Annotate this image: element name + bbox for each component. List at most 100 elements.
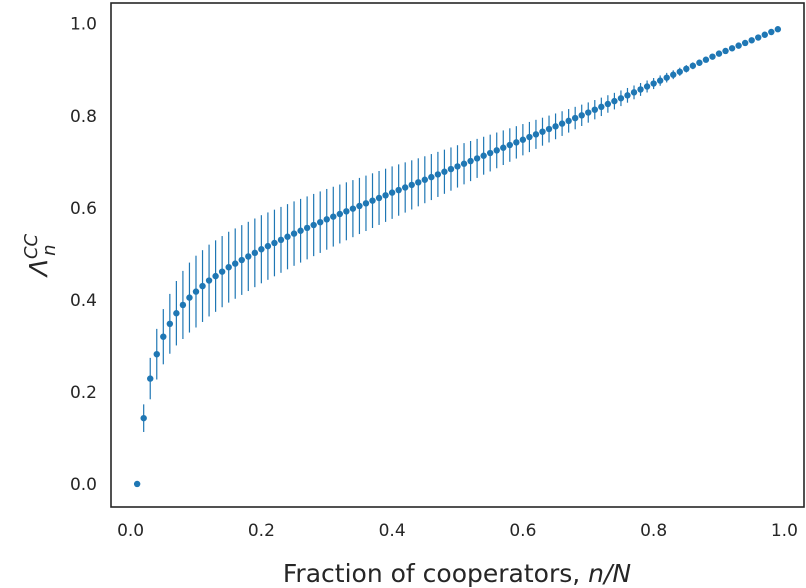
data-point [284,233,291,240]
y-tick-label: 0.4 [70,291,97,311]
data-point [663,74,670,81]
data-point [755,34,762,41]
data-point [369,197,376,204]
y-axis-label: ΛCCn [21,233,60,278]
data-point [506,141,514,149]
data-point [179,301,187,309]
data-point [624,92,631,99]
y-tick-label: 1.0 [70,15,97,35]
data-point [401,184,409,191]
data-point [297,227,304,234]
data-point [532,131,540,138]
data-point [480,152,487,159]
data-point [349,205,357,212]
x-axis-label: Fraction of cooperators, n/N [283,559,632,588]
data-point [133,480,141,488]
data-point [630,89,638,96]
data-point [519,136,527,143]
data-point [748,37,755,44]
data-point [689,62,697,69]
x-tick-label: 0.2 [248,521,275,541]
plot-area [110,2,805,508]
data-point [186,294,193,301]
data-point [218,268,226,275]
data-point [356,202,363,210]
data-point [251,249,259,257]
data-point [728,45,736,52]
data-point [447,165,455,173]
data-point [415,179,422,186]
data-point [290,230,298,237]
data-point [473,155,481,162]
data-point [232,260,239,267]
data-point [140,414,147,422]
data-point [408,181,415,189]
data-point [493,147,500,154]
data-point [571,114,579,122]
data-point [702,56,710,63]
data-point [722,47,729,55]
data-point [375,194,383,202]
x-tick-label: 0.6 [509,521,536,541]
data-point [277,236,285,244]
data-point [656,77,664,84]
data-point [715,50,723,57]
data-point [539,128,546,135]
data-point [382,192,389,199]
data-point [388,189,396,196]
data-point [310,221,317,229]
data-point [336,210,344,218]
data-point [245,253,252,260]
data-point [643,83,651,90]
data-point [271,239,278,247]
data-point [591,106,598,113]
data-point [545,125,553,133]
data-point [611,97,618,105]
data-point [441,168,448,175]
x-tick-label: 0.8 [640,521,667,541]
data-point [147,375,154,382]
data-point [467,157,474,165]
data-point [768,28,775,36]
data-point [670,71,677,78]
data-point [225,263,232,271]
data-point [421,176,429,183]
data-point [578,112,585,119]
data-point [526,133,533,141]
data-point [166,320,174,328]
x-tick-label: 0.4 [379,521,406,541]
data-point [303,224,311,232]
data-points [133,26,782,488]
data-point [565,117,572,125]
data-point [160,333,167,340]
data-point [774,26,782,33]
data-point [500,144,507,151]
data-point [709,53,716,60]
data-point [212,272,219,280]
data-point [513,139,520,146]
x-tick-label: 0.0 [117,521,144,541]
data-point [199,282,206,290]
data-point [676,68,683,75]
y-tick-label: 0.8 [70,107,97,127]
data-point [317,218,324,226]
data-point [428,173,435,181]
data-point [735,42,742,49]
data-point [604,100,612,108]
data-point [650,80,657,87]
data-point [486,149,494,157]
data-point [238,256,245,264]
data-point [741,39,749,47]
data-point [637,86,644,93]
data-point [173,310,180,317]
data-point [585,109,592,116]
x-tick-label: 1.0 [771,521,798,541]
data-point [330,213,337,220]
y-tick-labels: 0.0 0.2 0.4 0.6 0.8 1.0 [70,15,97,495]
data-point [598,103,605,111]
y-tick-label: 0.2 [70,383,97,403]
x-tick-labels: 0.0 0.2 0.4 0.6 0.8 1.0 [117,521,798,541]
data-point [552,123,559,130]
data-point [558,120,566,127]
